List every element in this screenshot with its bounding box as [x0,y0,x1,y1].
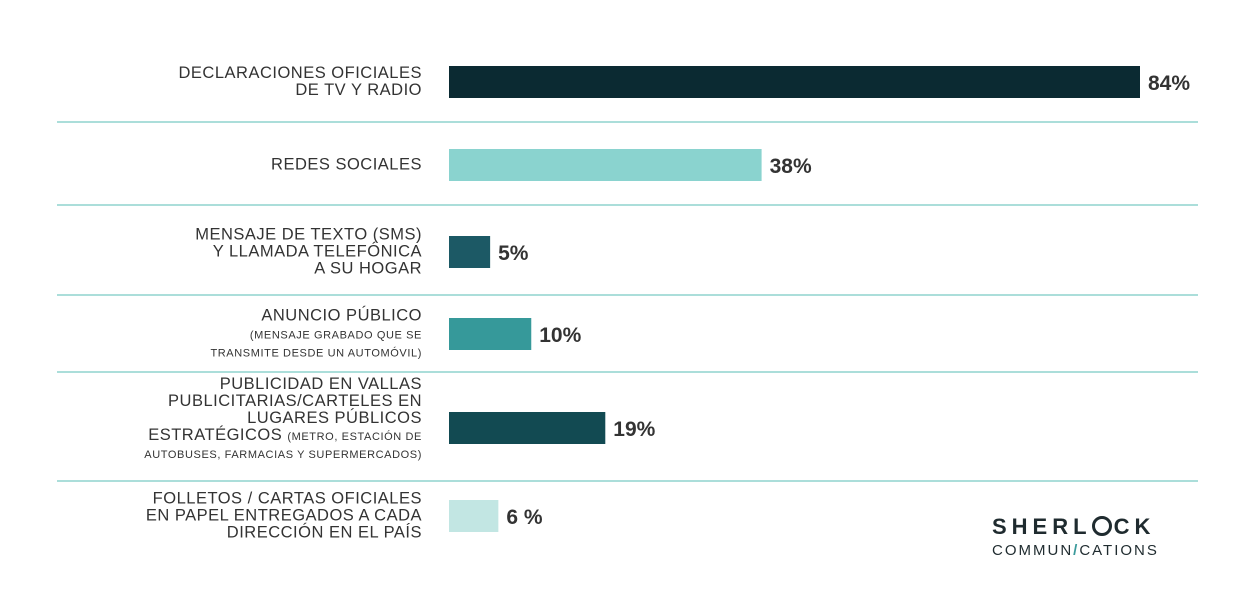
bar-4 [449,318,532,350]
logo-text-sherl: SHERL [992,514,1092,539]
logo-text-commun: COMMUN [992,542,1074,559]
category-label-6-line-3: DIRECCIÓN EN EL PAÍS [227,523,422,542]
category-label-1-line-1: DECLARACIONES OFICIALES [179,64,422,82]
bar-2 [449,149,762,181]
value-label-6: 6 % [506,506,543,529]
category-label-6-line-1: FOLLETOS / CARTAS OFICIALES [153,490,422,508]
bar-3 [449,236,491,268]
logo-text-cations: CATIONS [1079,542,1159,559]
value-label-2: 38% [770,155,812,178]
category-label-3-line-1: MENSAJE DE TEXTO (SMS) [195,226,422,244]
category-sublabel-4-line-1: (MENSAJE GRABADO QUE SE [250,330,422,342]
category-label-5-line-1: PUBLICIDAD EN VALLAS [220,375,422,393]
bar-5 [449,412,606,444]
category-sublabel-4-line-2: TRANSMITE DESDE UN AUTOMÓVIL) [210,347,422,360]
category-label-1-line-2: DE TV Y RADIO [295,81,422,99]
category-sublabel-5-line-2: AUTOBUSES, FARMACIAS Y SUPERMERCADOS) [144,449,422,461]
category-label-3-line-3: A SU HOGAR [314,260,422,278]
category-label-5-line-4: ESTRATÉGICOS (METRO, ESTACIÓN DE [148,425,422,444]
category-label-3-line-2: Y LLAMADA TELEFÓNICA [213,242,422,261]
logo-wordmark-bottom: COMMUN/CATIONS [992,541,1192,561]
value-label-4: 10% [539,324,581,347]
magnifier-o-icon [1091,516,1112,536]
value-label-5: 19% [613,418,655,441]
category-label-4-line-1: ANUNCIO PÚBLICO [261,306,422,325]
value-label-3: 5% [498,242,529,265]
category-label-5-line-3: LUGARES PÚBLICOS [247,408,422,427]
logo-wordmark-top: SHERL CK [992,513,1192,541]
sherlock-communications-logo: SHERL CK COMMUN/CATIONS [992,513,1192,561]
bar-1 [449,66,1140,98]
category-label-5-line-2: PUBLICITARIAS/CARTELES EN [168,392,422,410]
logo-text-ck: CK [1113,514,1156,539]
value-label-1: 84% [1148,72,1190,95]
bar-6 [449,500,499,532]
category-label-6-line-2: EN PAPEL ENTREGADOS A CADA [146,507,422,525]
logo-slash: / [1073,542,1080,559]
category-label-2-line-1: REDES SOCIALES [271,156,422,174]
